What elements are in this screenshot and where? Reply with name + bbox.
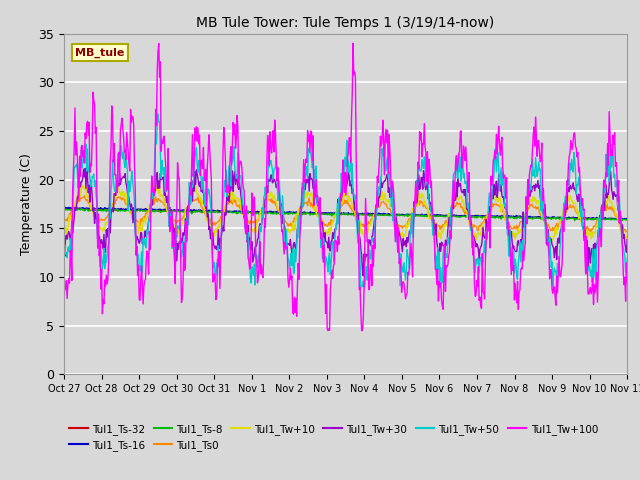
Text: MB_tule: MB_tule (76, 48, 125, 58)
Title: MB Tule Tower: Tule Temps 1 (3/19/14-now): MB Tule Tower: Tule Temps 1 (3/19/14-now… (196, 16, 495, 30)
Legend: Tul1_Ts-32, Tul1_Ts-16, Tul1_Ts-8, Tul1_Ts0, Tul1_Tw+10, Tul1_Tw+30, Tul1_Tw+50,: Tul1_Ts-32, Tul1_Ts-16, Tul1_Ts-8, Tul1_… (69, 424, 598, 451)
Y-axis label: Temperature (C): Temperature (C) (20, 153, 33, 255)
